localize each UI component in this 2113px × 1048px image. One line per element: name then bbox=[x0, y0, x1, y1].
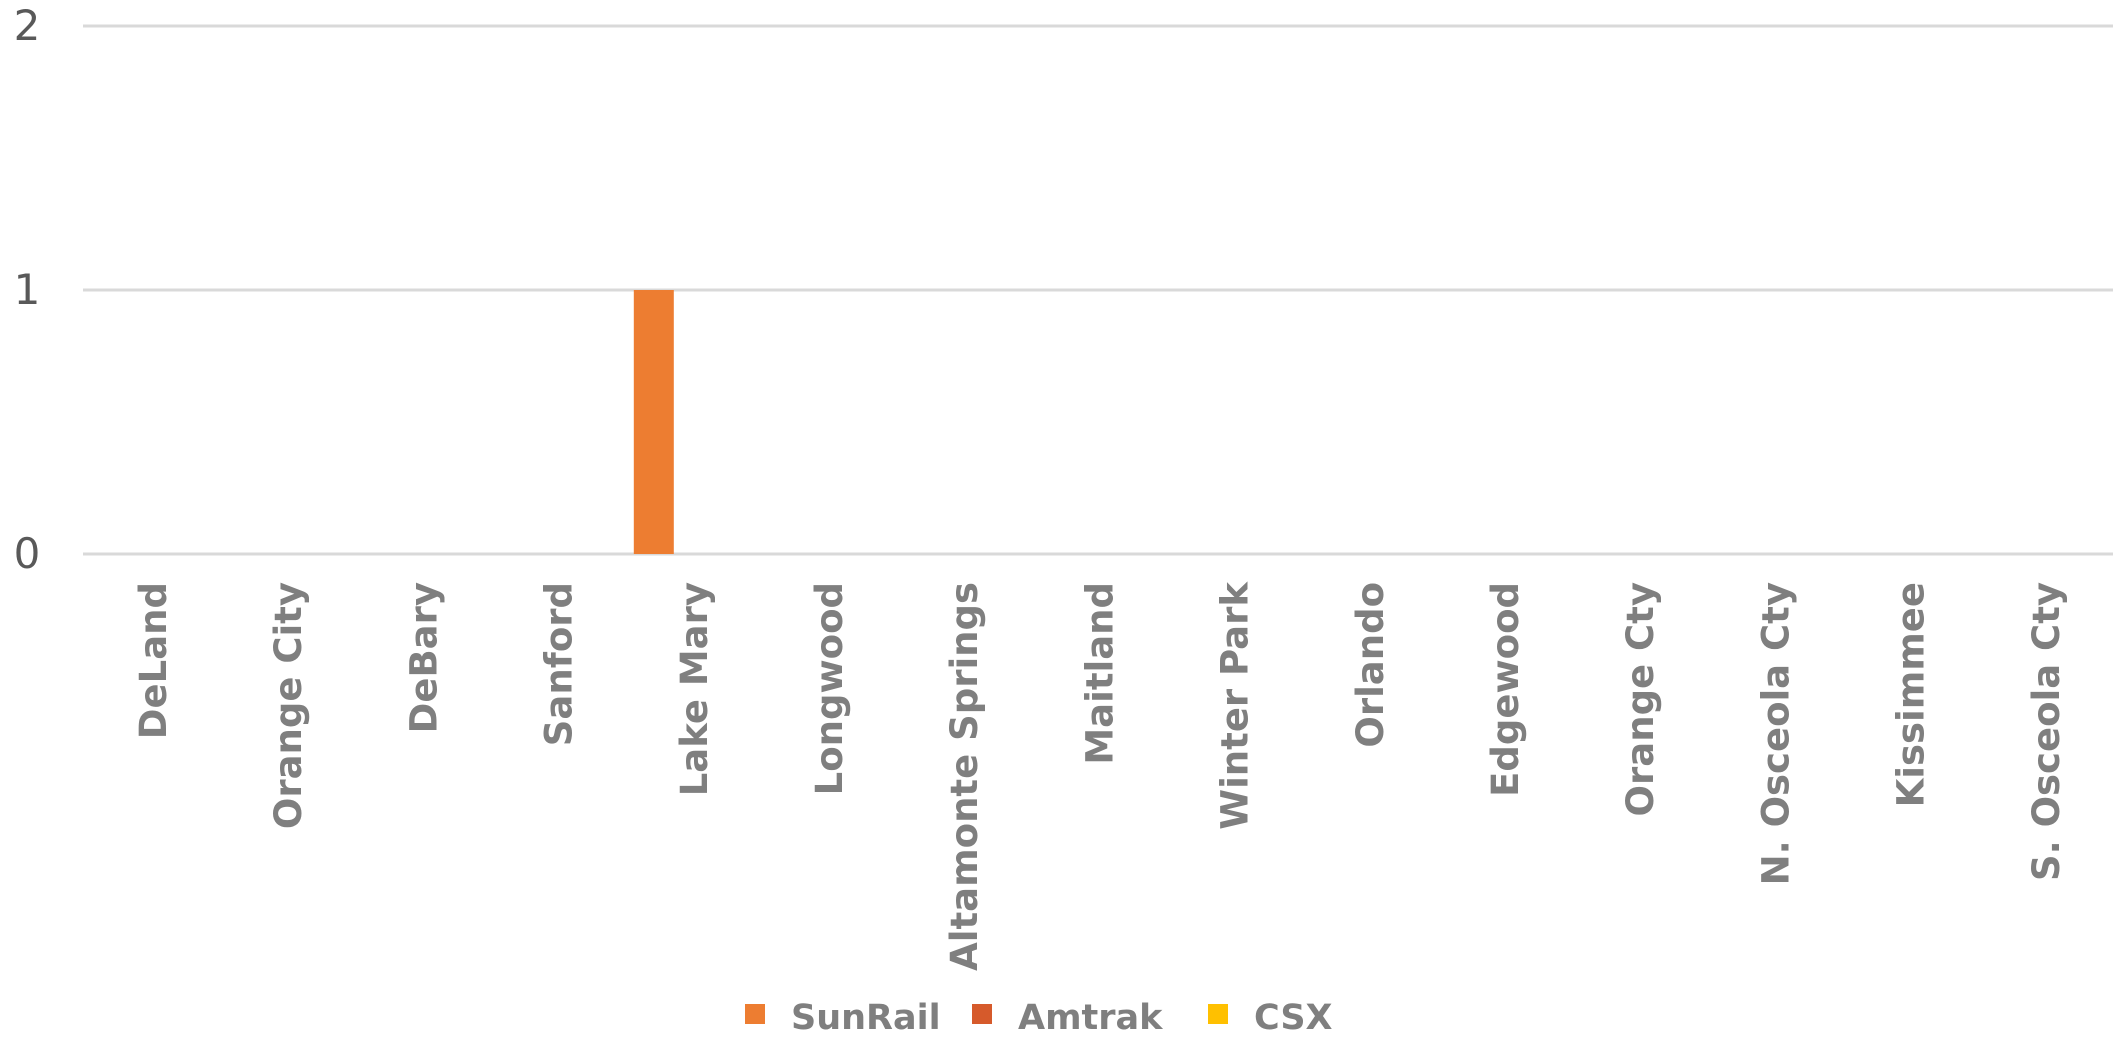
x-tick-label: DeBary bbox=[402, 582, 445, 733]
x-tick-label: Winter Park bbox=[1214, 581, 1257, 830]
x-tick-label: Lake Mary bbox=[673, 582, 716, 796]
x-axis-ticks: DeLand Orange City DeBary Sanford Lake Mary L… bbox=[132, 581, 2068, 971]
y-axis-ticks: 0 1 2 bbox=[14, 1, 41, 578]
y-tick-label: 0 bbox=[14, 529, 41, 578]
x-tick-label: Kissimmee bbox=[1890, 582, 1933, 807]
y-tick-label: 1 bbox=[14, 265, 41, 314]
legend-label: Amtrak bbox=[1018, 998, 1163, 1038]
x-tick-label: Longwood bbox=[808, 582, 851, 795]
x-tick-label: Altamonte Springs bbox=[943, 582, 986, 971]
legend-swatch bbox=[1208, 1004, 1228, 1024]
x-tick-label: Orange Cty bbox=[1619, 582, 1662, 816]
bar-sunrail-4 bbox=[633, 290, 674, 554]
y-tick-label: 2 bbox=[14, 1, 41, 50]
gridlines bbox=[83, 24, 2113, 556]
x-tick-label: Maitland bbox=[1078, 582, 1121, 765]
x-tick-label: Orange City bbox=[267, 582, 310, 829]
legend-label: SunRail bbox=[791, 998, 941, 1038]
legend-item-csx: CSX bbox=[1208, 998, 1333, 1038]
legend-swatch bbox=[745, 1004, 765, 1024]
x-tick-label: S. Osceola Cty bbox=[2025, 582, 2068, 881]
x-tick-label: N. Osceola Cty bbox=[1754, 582, 1797, 885]
legend-item-amtrak: Amtrak bbox=[972, 998, 1163, 1038]
x-tick-label: Edgewood bbox=[1484, 582, 1527, 797]
legend: SunRail Amtrak CSX bbox=[745, 998, 1333, 1038]
x-tick-label: Orlando bbox=[1349, 582, 1392, 748]
bars bbox=[633, 290, 674, 554]
x-tick-label: Sanford bbox=[538, 582, 581, 746]
legend-item-sunrail: SunRail bbox=[745, 998, 941, 1038]
legend-label: CSX bbox=[1254, 998, 1333, 1038]
x-tick-label: DeLand bbox=[132, 582, 175, 739]
legend-swatch bbox=[972, 1004, 992, 1024]
